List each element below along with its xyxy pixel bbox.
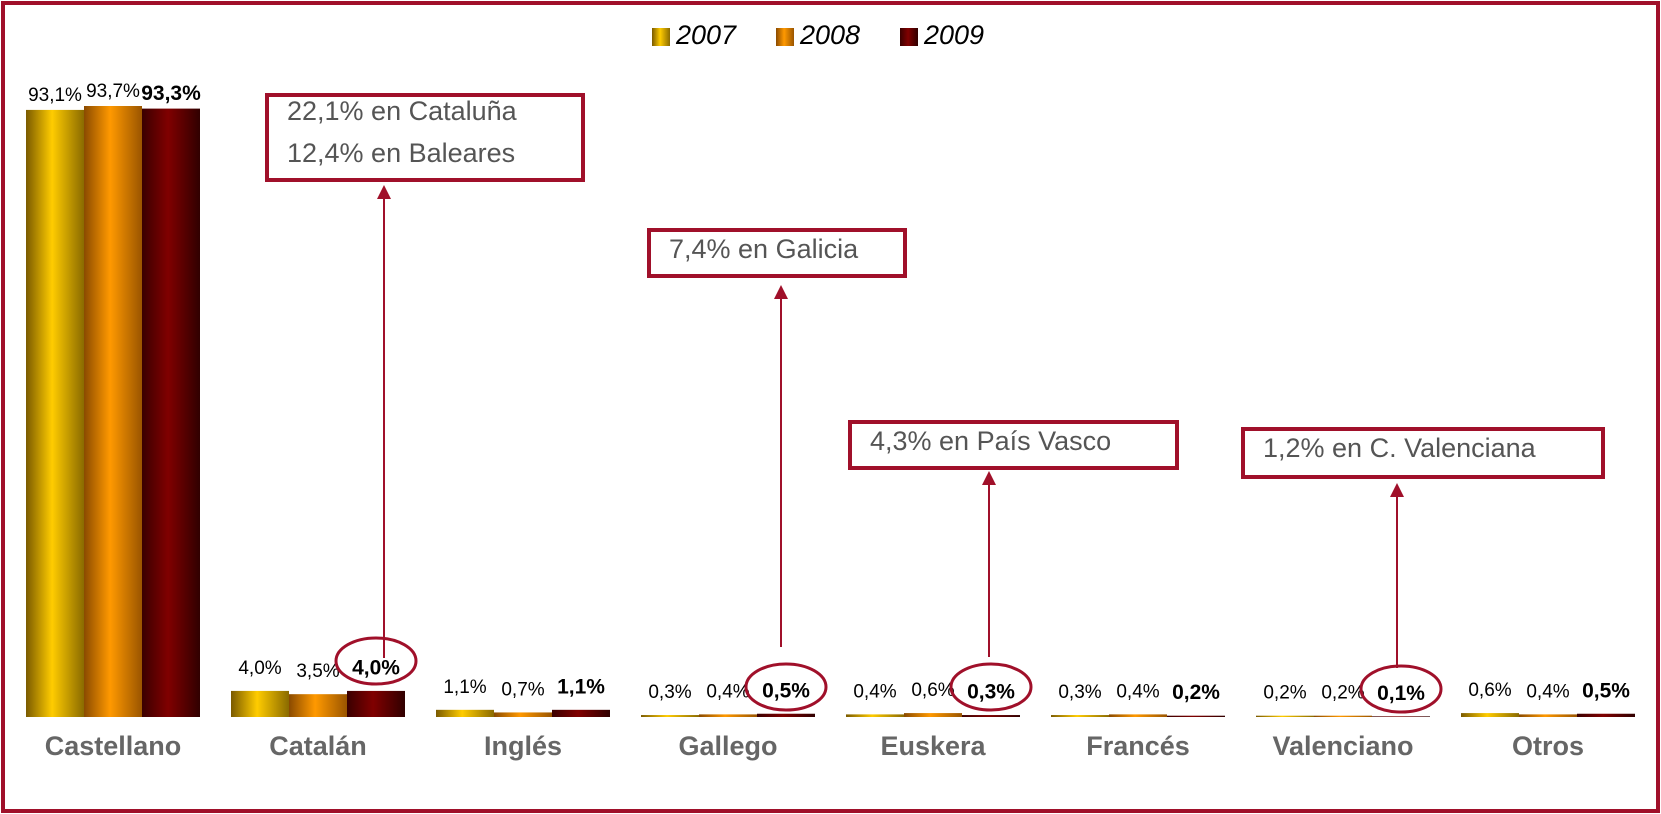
legend-label: 2007 bbox=[675, 20, 737, 50]
data-label: 0,3% bbox=[967, 681, 1015, 704]
category-label: Gallego bbox=[678, 731, 777, 761]
data-label: 0,1% bbox=[1377, 682, 1425, 705]
bar bbox=[1109, 714, 1167, 717]
bar bbox=[84, 106, 142, 717]
legend-label: 2008 bbox=[799, 20, 860, 50]
legend-swatch bbox=[776, 28, 794, 46]
data-label: 0,4% bbox=[706, 681, 749, 702]
bar bbox=[699, 714, 757, 717]
annotation-box bbox=[647, 228, 907, 278]
data-label: 0,5% bbox=[762, 679, 810, 702]
data-label: 0,6% bbox=[1468, 680, 1511, 701]
annotation-box bbox=[848, 420, 1179, 470]
data-label: 0,2% bbox=[1263, 683, 1306, 704]
category-label: Euskera bbox=[880, 731, 986, 761]
bar bbox=[289, 694, 347, 717]
bar bbox=[1314, 715, 1372, 717]
data-label: 0,3% bbox=[648, 682, 691, 703]
annotation-text: 7,4% en Galicia bbox=[669, 234, 859, 264]
bar bbox=[1167, 715, 1225, 717]
data-label: 0,2% bbox=[1321, 683, 1364, 704]
data-label: 0,2% bbox=[1172, 681, 1220, 704]
data-label: 4,0% bbox=[352, 656, 400, 679]
bar bbox=[962, 715, 1020, 717]
data-label: 1,1% bbox=[557, 675, 605, 698]
highlight-circle bbox=[949, 662, 1033, 712]
bar bbox=[1577, 713, 1635, 717]
data-label: 93,3% bbox=[141, 82, 201, 105]
data-label: 0,5% bbox=[1582, 679, 1630, 702]
data-label: 4,0% bbox=[238, 658, 281, 679]
category-label: Valenciano bbox=[1272, 731, 1413, 761]
bar bbox=[1519, 714, 1577, 717]
bar bbox=[494, 712, 552, 717]
annotation-text: 4,3% en País Vasco bbox=[870, 426, 1111, 456]
bar bbox=[436, 709, 494, 717]
data-label: 0,3% bbox=[1058, 682, 1101, 703]
legend-swatch bbox=[652, 28, 670, 46]
category-label: Francés bbox=[1086, 731, 1190, 761]
annotation-text: 12,4% en Baleares bbox=[287, 138, 515, 168]
category-label: Castellano bbox=[45, 731, 182, 761]
data-label: 93,7% bbox=[86, 81, 140, 102]
annotation-text: 1,2% en C. Valenciana bbox=[1263, 433, 1537, 463]
data-label: 0,4% bbox=[1116, 681, 1159, 702]
bar bbox=[846, 714, 904, 717]
annotation-box bbox=[1241, 427, 1605, 479]
bar bbox=[26, 109, 84, 718]
data-label: 0,4% bbox=[853, 681, 896, 702]
bar bbox=[347, 690, 405, 717]
data-label: 1,1% bbox=[443, 677, 486, 698]
bar bbox=[231, 690, 289, 717]
bar bbox=[904, 713, 962, 717]
data-label: 0,4% bbox=[1526, 681, 1569, 702]
bar bbox=[641, 715, 699, 717]
bar bbox=[1256, 715, 1314, 717]
bar bbox=[552, 709, 610, 717]
bar bbox=[1372, 716, 1430, 717]
bar bbox=[757, 713, 815, 717]
legend-swatch bbox=[900, 28, 918, 46]
highlight-circle bbox=[1359, 664, 1443, 714]
category-label: Otros bbox=[1512, 731, 1584, 761]
data-label: 93,1% bbox=[28, 85, 82, 106]
highlight-circle bbox=[334, 636, 418, 686]
bar bbox=[142, 108, 200, 717]
annotation-text: 22,1% en Cataluña bbox=[287, 96, 518, 126]
data-label: 3,5% bbox=[296, 661, 339, 682]
legend-label: 2009 bbox=[923, 20, 984, 50]
bar bbox=[1461, 713, 1519, 717]
highlight-circle bbox=[744, 662, 828, 712]
data-label: 0,6% bbox=[911, 680, 954, 701]
bar bbox=[1051, 715, 1109, 717]
category-label: Catalán bbox=[269, 731, 367, 761]
annotation-box bbox=[265, 93, 585, 182]
data-label: 0,7% bbox=[501, 679, 544, 700]
category-label: Inglés bbox=[484, 731, 562, 761]
